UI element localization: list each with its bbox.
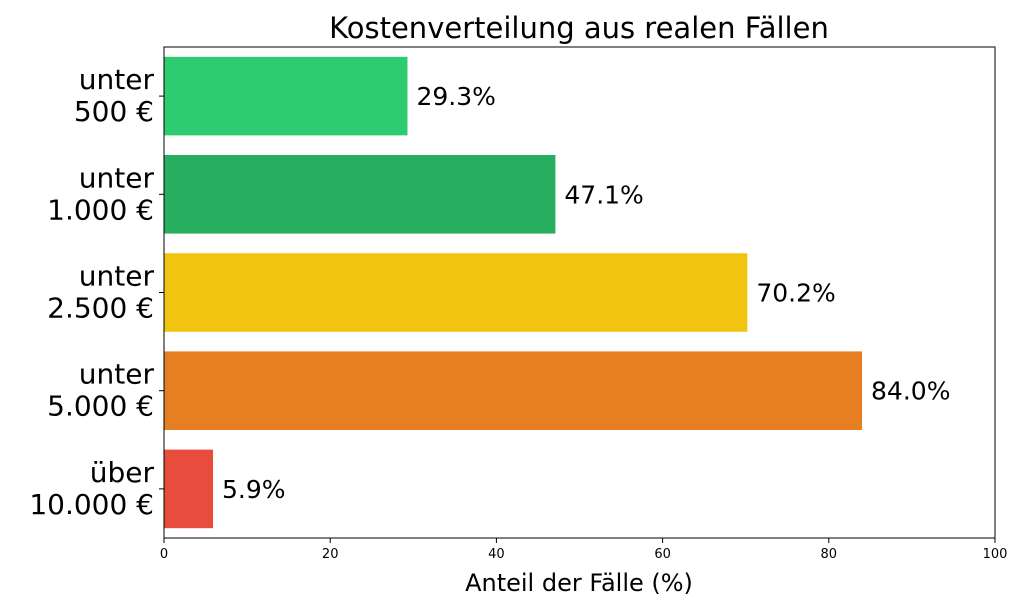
category-label-3-1: 5.000 € [47,390,154,423]
x-tick-label-4: 80 [821,547,838,562]
bar-3 [164,351,863,430]
category-label-1-0: unter [79,161,155,194]
bar-0 [164,56,408,136]
category-label-0-0: unter [79,63,155,96]
value-label-2: 70.2% [756,279,835,308]
category-label-1-1: 1.000 € [47,193,154,226]
x-tick-label-2: 40 [488,547,505,562]
bar-1 [164,155,556,234]
value-label-3: 84.0% [871,377,950,406]
value-label-1: 47.1% [564,180,643,209]
category-label-2-1: 2.500 € [47,292,154,325]
x-tick-label-1: 20 [322,547,339,562]
bar-2 [164,253,748,332]
x-tick-label-3: 60 [654,547,671,562]
x-tick-label-0: 0 [160,547,168,562]
category-label-2-0: unter [79,260,155,293]
value-label-4: 5.9% [222,475,286,504]
category-label-0-1: 500 € [74,95,154,128]
category-label-4-0: über [90,456,155,489]
x-tick-label-5: 100 [983,547,1008,562]
bar-4 [164,449,214,529]
value-label-0: 29.3% [416,82,495,111]
category-label-4-1: 10.000 € [29,488,154,521]
x-axis-label: Anteil der Fälle (%) [465,569,693,597]
category-label-3-0: unter [79,358,155,391]
chart-title: Kostenverteilung aus realen Fällen [329,11,829,45]
